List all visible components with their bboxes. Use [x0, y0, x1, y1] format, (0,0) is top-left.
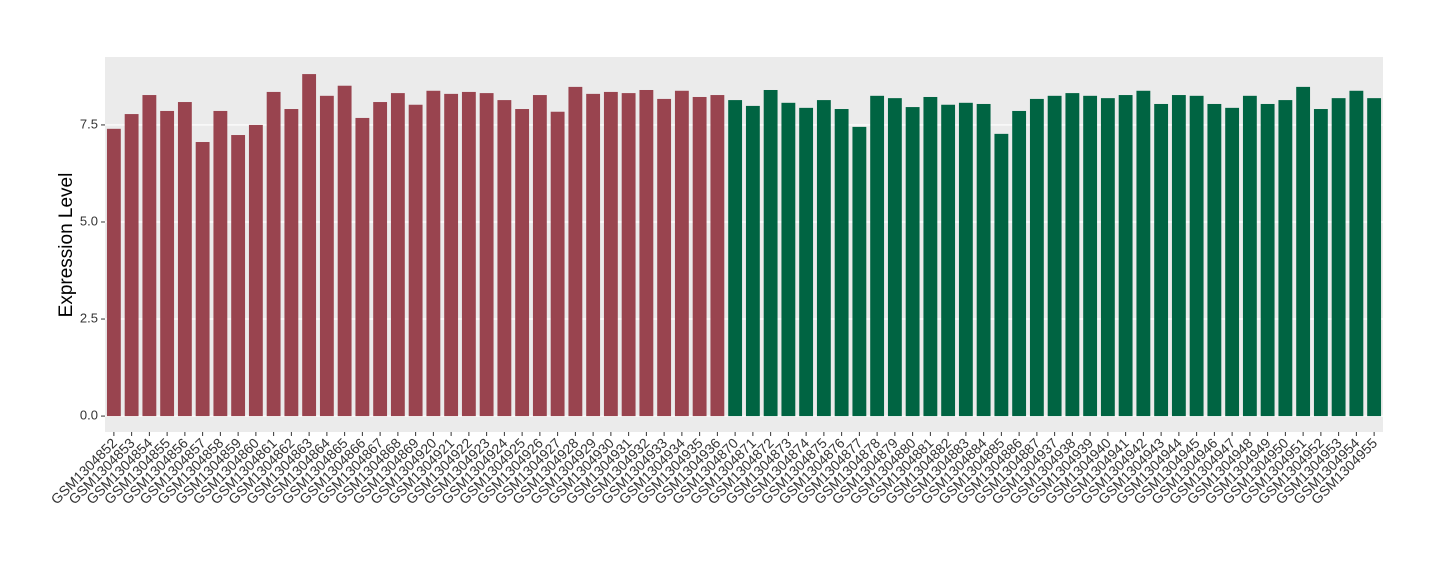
bar [408, 104, 423, 417]
bar [461, 91, 476, 417]
bar [248, 124, 263, 417]
bar [763, 89, 778, 417]
bar [1349, 90, 1364, 417]
bar [870, 95, 885, 417]
bar [302, 74, 317, 417]
bar [1118, 95, 1133, 417]
bar [1296, 86, 1311, 417]
bar [1260, 103, 1275, 417]
bar [266, 91, 281, 417]
bar [586, 93, 601, 417]
bar [1242, 95, 1257, 417]
bar [284, 109, 299, 417]
bar [923, 96, 938, 417]
y-tick-label: 2.5 [80, 310, 98, 325]
bar [710, 95, 725, 417]
bar [834, 109, 849, 417]
bar [1012, 110, 1027, 417]
bar [674, 90, 689, 417]
bar [621, 93, 636, 417]
bar [497, 100, 512, 417]
bar [231, 135, 246, 417]
bar [1367, 98, 1382, 417]
bar [479, 93, 494, 417]
bar [213, 110, 228, 417]
bar [781, 102, 796, 417]
bar [426, 90, 441, 417]
bar [1225, 107, 1240, 417]
bar [1171, 95, 1186, 417]
bar [639, 89, 654, 417]
bar [1331, 98, 1346, 417]
bar [550, 111, 565, 417]
y-tick-label: 0.0 [80, 408, 98, 423]
bar [337, 85, 352, 417]
bar [603, 91, 618, 417]
bar [1100, 98, 1115, 417]
bar [373, 102, 388, 417]
bar [745, 105, 760, 417]
bar [515, 109, 530, 417]
bar [124, 114, 139, 417]
bar [852, 126, 867, 417]
bar [816, 100, 831, 417]
bar [142, 95, 157, 417]
bar [568, 86, 583, 417]
bar [1083, 95, 1098, 417]
bar [1154, 103, 1169, 417]
bar [1029, 98, 1044, 417]
bar [1136, 90, 1151, 417]
bar [532, 95, 547, 417]
y-tick-label: 7.5 [80, 116, 98, 131]
bar [692, 96, 707, 417]
bar [319, 95, 334, 417]
bar [976, 103, 991, 417]
panel [105, 57, 1383, 432]
bar [160, 110, 175, 417]
y-axis-label: Expression Level [56, 173, 77, 318]
bar [1313, 109, 1328, 417]
bar [1278, 100, 1293, 417]
bar [1047, 95, 1062, 417]
bar [657, 98, 672, 417]
bar [195, 142, 210, 417]
bar [390, 93, 405, 417]
bar [799, 107, 814, 417]
bar [994, 133, 1009, 417]
bar [106, 128, 121, 417]
bar [355, 117, 370, 417]
bar [941, 104, 956, 417]
bar [177, 102, 192, 417]
y-tick-label: 5.0 [80, 213, 98, 228]
bar [1065, 93, 1080, 417]
bar [728, 100, 743, 417]
bar [905, 107, 920, 417]
bar [958, 102, 973, 417]
bar [1189, 95, 1204, 417]
bar [887, 98, 902, 417]
bar [1207, 103, 1222, 417]
bar [444, 93, 459, 417]
